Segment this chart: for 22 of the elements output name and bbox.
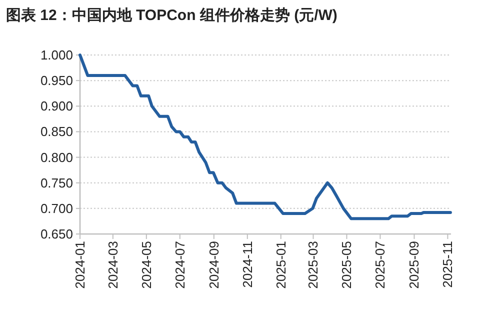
x-tick-label: 2025-01 [273, 241, 288, 289]
y-tick-label: 0.850 [40, 124, 73, 140]
x-tick-label: 2024-09 [206, 241, 222, 289]
x-tick-label: 2024-01 [72, 241, 88, 289]
x-tick-label: 2024-07 [172, 241, 188, 289]
x-tick-label: 2024-11 [240, 241, 255, 288]
x-tick-label: 2024-03 [105, 241, 120, 289]
y-tick-label: 0.950 [40, 73, 73, 88]
y-tick-label: 0.700 [40, 200, 73, 216]
y-tick-label: 0.750 [40, 175, 73, 190]
y-tick-label: 1.000 [40, 48, 73, 62]
x-tick-label: 2025-07 [372, 241, 388, 289]
x-tick-label: 2025-05 [339, 241, 354, 289]
x-tick-label: 2024-05 [138, 241, 154, 289]
x-tick-label: 2025-03 [306, 241, 321, 289]
y-tick-label: 0.900 [40, 98, 73, 114]
y-tick-label: 0.800 [40, 150, 73, 165]
y-tick-label: 0.650 [40, 226, 73, 242]
chart-title: 图表 12：中国内地 TOPCon 组件价格走势 (元/W) [6, 7, 338, 24]
line-series [78, 54, 452, 220]
x-tick-label: 2025-11 [440, 241, 456, 288]
x-tick-label: 2025-09 [406, 241, 422, 289]
